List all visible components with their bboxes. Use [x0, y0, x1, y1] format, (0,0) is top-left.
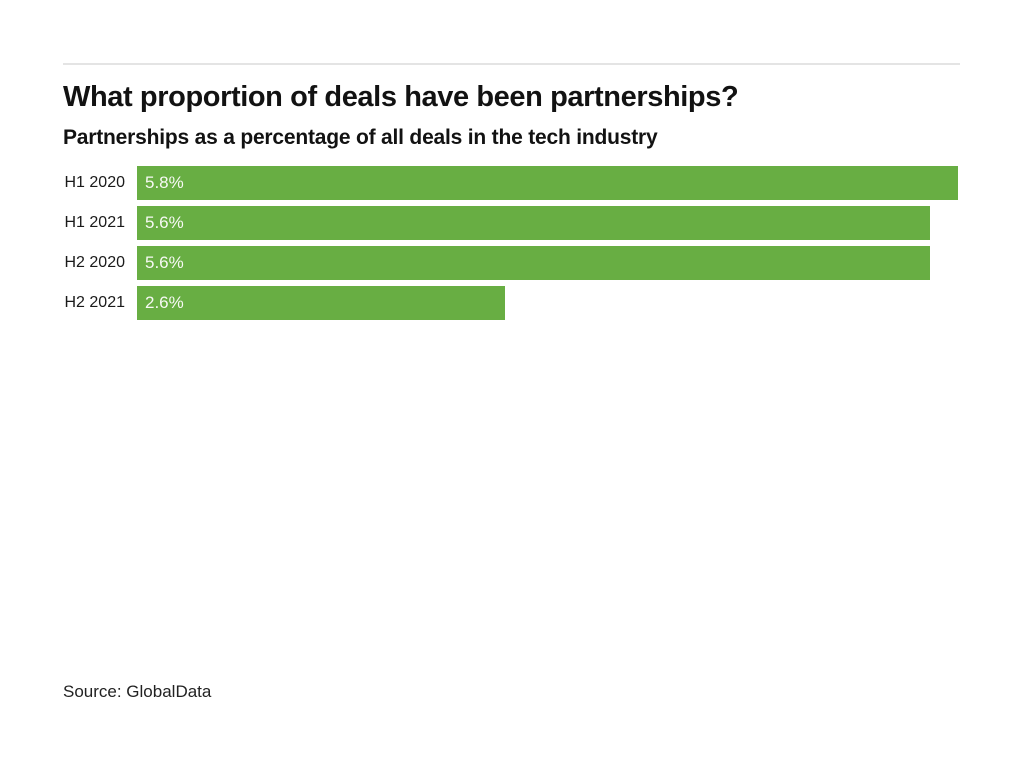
bar-row: H1 2020 5.8%	[63, 166, 960, 200]
value-label: 5.8%	[145, 173, 184, 192]
top-divider	[63, 63, 960, 65]
value-label: 5.6%	[145, 213, 184, 232]
category-label: H1 2021	[64, 214, 126, 231]
bar-row: H2 2020 5.6%	[63, 246, 960, 280]
bar: 2.6%	[137, 286, 505, 320]
bar-chart: H1 2020 5.8% H1 2021 5.6% H2 2020 5.6% H2 2021…	[63, 166, 960, 326]
category-label: H1 2020	[64, 174, 126, 191]
value-label: 2.6%	[145, 293, 184, 312]
bar: 5.8%	[137, 166, 958, 200]
category-label: H2 2020	[64, 254, 126, 271]
value-label: 5.6%	[145, 253, 184, 272]
chart-subtitle: Partnerships as a percentage of all deal…	[63, 126, 658, 149]
category-label: H2 2021	[64, 294, 126, 311]
bar: 5.6%	[137, 246, 930, 280]
bar-row: H2 2021 2.6%	[63, 286, 960, 320]
bar-row: H1 2021 5.6%	[63, 206, 960, 240]
chart-title: What proportion of deals have been partn…	[63, 81, 739, 113]
bar: 5.6%	[137, 206, 930, 240]
source-caption: Source: GlobalData	[63, 682, 212, 701]
